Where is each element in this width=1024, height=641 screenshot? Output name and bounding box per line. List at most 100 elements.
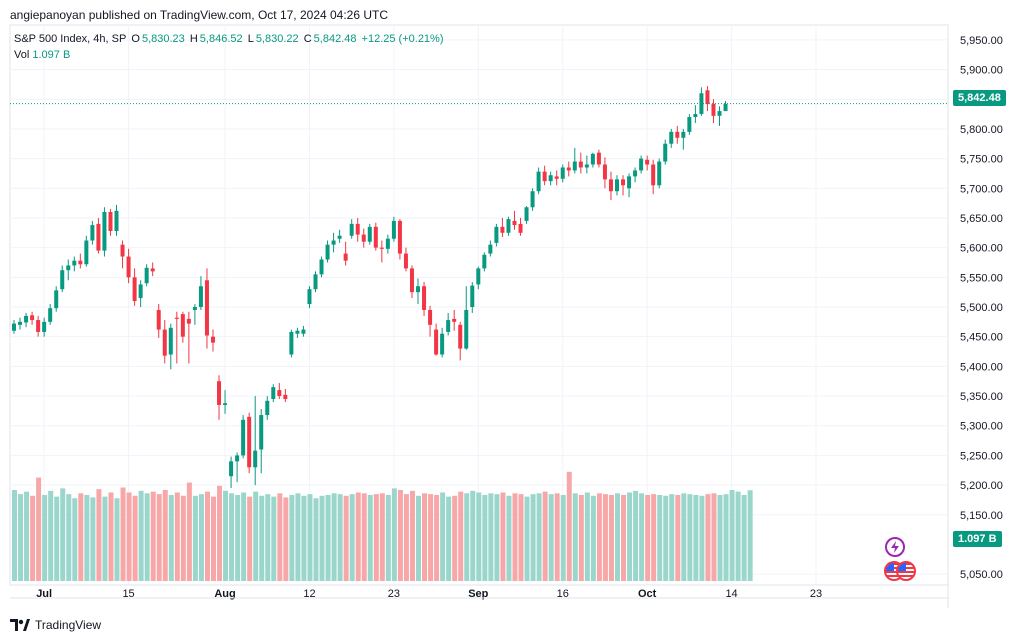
candle-body <box>36 320 41 332</box>
tradingview-logo[interactable]: TradingView <box>10 618 101 632</box>
price-tick-label: 5,300.00 <box>960 421 1003 433</box>
volume-bar <box>198 494 204 581</box>
candle-body <box>72 260 77 266</box>
volume-bar <box>114 498 120 581</box>
candle-body <box>229 461 234 477</box>
price-tick-label: 5,800.00 <box>960 124 1003 136</box>
price-tick-label: 5,400.00 <box>960 361 1003 373</box>
candle-body <box>24 315 29 323</box>
ohlc-legend[interactable]: S&P 500 Index, 4h, SP O 5,830.23 H 5,846.5… <box>14 33 446 45</box>
volume-bar <box>596 493 602 581</box>
volume-bar <box>747 490 753 581</box>
volume-bar <box>602 494 608 581</box>
volume-bar <box>645 494 651 581</box>
volume-bar <box>615 493 620 581</box>
price-tick-label: 5,950.00 <box>960 35 1003 47</box>
last-price-badge: 5,842.48 <box>953 90 1006 106</box>
candle-body <box>126 256 131 278</box>
volume-bar <box>663 495 669 581</box>
volume-bar <box>361 493 367 581</box>
volume-legend[interactable]: Vol 1.097 B <box>14 49 70 61</box>
candle-body <box>42 321 47 332</box>
volume-bar <box>132 495 138 581</box>
volume-bar <box>584 492 590 581</box>
volume-bar <box>319 495 325 581</box>
candle-body <box>277 390 282 397</box>
volume-bar <box>681 493 687 581</box>
candle-body <box>705 90 710 104</box>
candle-body <box>156 309 161 330</box>
candle-body <box>554 176 559 179</box>
candle-body <box>217 381 222 405</box>
volume-bar <box>307 494 313 581</box>
volume-bar <box>524 496 530 581</box>
high-label: H <box>189 33 198 45</box>
volume-bar <box>391 488 397 581</box>
price-axis[interactable]: 5,950.005,900.005,850.005,800.005,750.00… <box>960 35 1003 581</box>
candle-body <box>494 226 499 243</box>
time-tick-label: Jul <box>36 588 52 600</box>
candle-body <box>409 268 414 293</box>
volume-bar <box>627 492 633 581</box>
candle-body <box>416 286 421 293</box>
candles[interactable] <box>12 86 728 489</box>
volume-bar <box>488 493 494 581</box>
volume-bar <box>241 492 247 581</box>
time-axis[interactable]: Jul 15 Aug 12 23 Sep 16 Oct 14 23 <box>36 588 822 600</box>
candle-body <box>210 336 215 343</box>
price-tick-label: 5,200.00 <box>960 480 1003 492</box>
candle-body <box>343 253 348 261</box>
candle-body <box>138 284 143 299</box>
open-label: O <box>131 33 140 45</box>
candle-body <box>584 164 589 168</box>
candle-body <box>621 179 626 186</box>
candle-body <box>319 259 324 275</box>
candle-body <box>48 308 53 322</box>
candle-body <box>639 158 644 171</box>
price-tick-label: 5,350.00 <box>960 391 1003 403</box>
volume-bar <box>12 490 17 581</box>
candle-body <box>711 103 716 116</box>
volume-bar <box>518 494 524 581</box>
volume-bar <box>657 494 663 581</box>
volume-bar <box>409 490 415 581</box>
volume-bar <box>554 493 560 581</box>
lightning-icon[interactable] <box>885 537 905 557</box>
candle-body <box>18 321 23 325</box>
candle-body <box>162 329 167 356</box>
volume-bar <box>633 490 639 581</box>
candle-body <box>247 416 252 468</box>
candle-body <box>174 317 179 319</box>
candle-body <box>265 400 270 416</box>
volume-bar <box>325 494 331 581</box>
volume-bar <box>717 494 723 581</box>
candle-body <box>223 403 228 405</box>
volume-bar <box>639 493 645 581</box>
us-flag-icon[interactable] <box>896 561 916 581</box>
volume-bar <box>180 495 186 581</box>
time-tick-label: 14 <box>725 588 737 600</box>
candle-body <box>301 329 306 334</box>
last-volume-badge: 1.097 B <box>953 531 1002 547</box>
candle-body <box>313 274 318 290</box>
volume-bar <box>476 492 482 581</box>
candle-body <box>241 419 246 456</box>
volume-bar <box>156 494 162 581</box>
candle-body <box>54 290 59 309</box>
volume-bar <box>397 490 403 581</box>
volume-bar <box>229 493 235 581</box>
volume-bar <box>542 491 548 581</box>
price-tick-label: 5,450.00 <box>960 332 1003 344</box>
volume-bar <box>621 494 627 581</box>
candle-body <box>361 234 366 242</box>
symbol-name[interactable]: S&P 500 Index, 4h, SP <box>14 33 127 45</box>
candle-body <box>440 333 445 355</box>
candle-body <box>723 103 728 112</box>
volume-bar <box>458 491 464 581</box>
volume-bar <box>192 495 198 581</box>
candle-body <box>446 320 451 332</box>
change-value: +12.25 (+0.21%) <box>361 33 444 45</box>
price-tick-label: 5,150.00 <box>960 510 1003 522</box>
volume-bar <box>446 496 452 581</box>
